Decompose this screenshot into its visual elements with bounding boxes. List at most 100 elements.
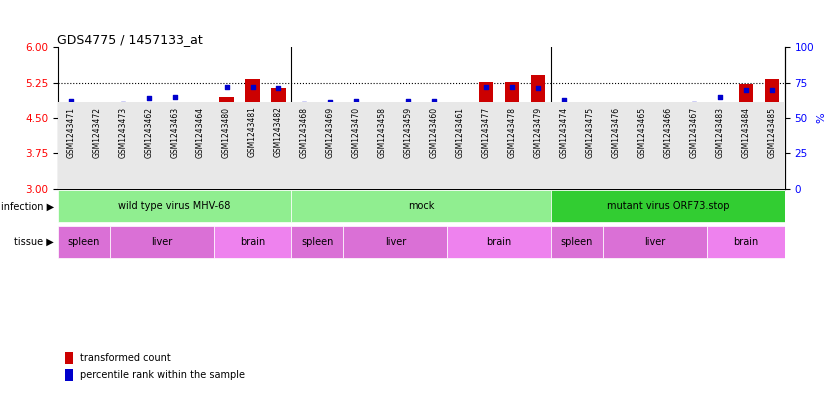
Text: GSM1243481: GSM1243481 <box>248 107 257 157</box>
Text: GSM1243482: GSM1243482 <box>274 107 283 157</box>
Text: GSM1243462: GSM1243462 <box>145 107 153 158</box>
Text: GSM1243480: GSM1243480 <box>222 107 231 158</box>
Bar <box>193 156 207 189</box>
Bar <box>401 160 415 189</box>
Point <box>142 95 155 101</box>
Text: GSM1243478: GSM1243478 <box>508 107 516 158</box>
Bar <box>64 150 78 189</box>
Text: GSM1243458: GSM1243458 <box>377 107 387 158</box>
Text: GSM1243474: GSM1243474 <box>559 107 568 158</box>
Bar <box>344 226 447 258</box>
Bar <box>220 97 234 189</box>
Bar <box>551 190 785 222</box>
Text: GSM1243472: GSM1243472 <box>93 107 102 158</box>
Point <box>324 99 337 105</box>
Bar <box>65 352 73 364</box>
Bar <box>738 84 752 189</box>
Text: GSM1243471: GSM1243471 <box>66 107 75 158</box>
Text: GSM1243464: GSM1243464 <box>196 107 205 158</box>
Bar <box>375 158 390 189</box>
Bar <box>168 146 182 189</box>
Point <box>453 108 467 114</box>
Y-axis label: %: % <box>817 112 826 123</box>
Text: GSM1243465: GSM1243465 <box>638 107 647 158</box>
Bar <box>713 151 727 189</box>
Text: GSM1243479: GSM1243479 <box>534 107 543 158</box>
Bar <box>707 226 785 258</box>
Bar <box>116 151 130 189</box>
Text: mutant virus ORF73.stop: mutant virus ORF73.stop <box>606 201 729 211</box>
Bar <box>141 149 156 189</box>
Text: liver: liver <box>644 237 666 247</box>
Bar <box>214 226 292 258</box>
Text: GSM1243463: GSM1243463 <box>170 107 179 158</box>
Bar <box>447 226 551 258</box>
Bar <box>634 155 649 189</box>
Bar <box>551 226 603 258</box>
Text: spleen: spleen <box>68 237 100 247</box>
Text: tissue ▶: tissue ▶ <box>14 237 54 247</box>
Bar <box>297 122 311 189</box>
Bar <box>292 190 551 222</box>
Text: spleen: spleen <box>561 237 593 247</box>
Point <box>610 103 623 110</box>
Point <box>116 101 130 107</box>
Text: GSM1243468: GSM1243468 <box>300 107 309 158</box>
Point <box>765 86 778 93</box>
Bar <box>58 226 110 258</box>
Bar <box>292 226 344 258</box>
Text: brain: brain <box>733 237 758 247</box>
Text: brain: brain <box>240 237 265 247</box>
Point <box>558 96 571 103</box>
Bar <box>110 226 214 258</box>
Text: liver: liver <box>151 237 173 247</box>
Point <box>480 84 493 90</box>
Point <box>635 106 648 112</box>
Bar <box>531 75 545 189</box>
Point <box>64 98 78 104</box>
Text: liver: liver <box>385 237 406 247</box>
Point <box>194 105 207 111</box>
Text: GSM1243461: GSM1243461 <box>456 107 465 158</box>
Text: GDS4775 / 1457133_at: GDS4775 / 1457133_at <box>57 33 203 46</box>
Bar <box>557 119 572 189</box>
Text: GSM1243483: GSM1243483 <box>715 107 724 158</box>
Point <box>531 85 544 91</box>
Point <box>376 105 389 111</box>
Point <box>246 84 259 90</box>
Text: GSM1243466: GSM1243466 <box>663 107 672 158</box>
Point <box>662 108 675 114</box>
Bar <box>583 149 597 189</box>
Bar <box>427 151 441 189</box>
Bar <box>453 171 468 189</box>
Text: transformed count: transformed count <box>80 353 171 363</box>
Text: GSM1243484: GSM1243484 <box>741 107 750 158</box>
Text: GSM1243477: GSM1243477 <box>482 107 491 158</box>
Point <box>220 84 233 90</box>
Text: brain: brain <box>487 237 512 247</box>
Point <box>349 98 363 104</box>
Point <box>583 103 596 110</box>
Bar <box>505 82 520 189</box>
Bar <box>349 154 363 189</box>
Text: percentile rank within the sample: percentile rank within the sample <box>80 370 245 380</box>
Text: infection ▶: infection ▶ <box>1 201 54 211</box>
Bar <box>661 178 675 189</box>
Point <box>298 101 311 107</box>
Text: GSM1243460: GSM1243460 <box>430 107 439 158</box>
Bar <box>90 150 104 189</box>
Text: GSM1243485: GSM1243485 <box>767 107 776 158</box>
Text: wild type virus MHV-68: wild type virus MHV-68 <box>118 201 230 211</box>
Bar <box>765 79 779 189</box>
Text: GSM1243476: GSM1243476 <box>611 107 620 158</box>
Point <box>272 85 285 91</box>
Point <box>687 101 700 107</box>
Text: GSM1243473: GSM1243473 <box>118 107 127 158</box>
Point <box>739 86 752 93</box>
Point <box>713 94 726 100</box>
Bar <box>609 151 623 189</box>
Point <box>90 103 103 110</box>
Bar <box>271 88 286 189</box>
Text: GSM1243469: GSM1243469 <box>326 107 335 158</box>
Text: GSM1243470: GSM1243470 <box>352 107 361 158</box>
